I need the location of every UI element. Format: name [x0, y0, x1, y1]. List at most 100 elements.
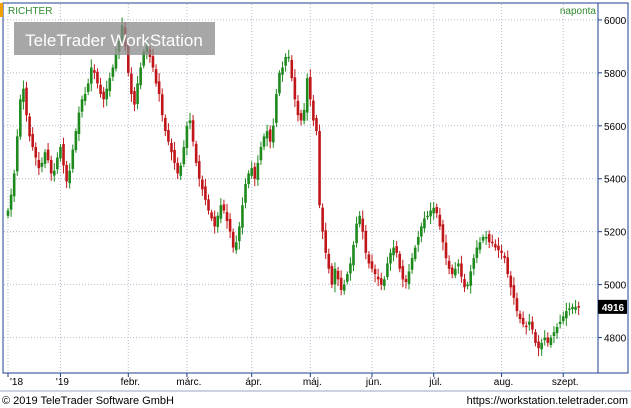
footer-copyright: © 2019 TeleTrader Software GmbH	[2, 395, 174, 407]
candle-body	[83, 94, 87, 101]
candle-body	[370, 261, 374, 269]
candle-body	[524, 325, 528, 328]
candle-body	[561, 316, 565, 322]
candle-body	[355, 223, 358, 244]
grid-lines	[4, 4, 597, 372]
candle-body	[484, 236, 488, 239]
candle-body	[478, 242, 482, 250]
candle-body	[416, 236, 420, 245]
candle-body	[130, 73, 133, 95]
candle-body	[114, 54, 118, 69]
x-tick-label: márc.	[176, 377, 201, 388]
candle-body	[373, 269, 377, 275]
y-tick-label: 5200	[604, 228, 627, 239]
candle-body	[398, 253, 402, 269]
candle-body	[170, 142, 173, 153]
candle-body	[429, 210, 432, 217]
candle-body	[426, 215, 429, 218]
candle-body	[278, 72, 281, 94]
candle-body	[46, 149, 50, 161]
candle-body	[238, 226, 241, 242]
candle-body	[127, 44, 130, 73]
candle-body	[265, 131, 269, 139]
candle-body	[136, 83, 139, 105]
candle-body	[574, 306, 577, 310]
candle-body	[102, 91, 105, 100]
x-tick-label: febr.	[121, 377, 140, 388]
candle-body	[201, 179, 204, 190]
candle-body	[275, 94, 278, 123]
candle-body	[12, 173, 16, 197]
candle-body	[207, 199, 210, 211]
candle-body	[96, 71, 99, 84]
current-price-badge: 4916	[598, 299, 627, 314]
candle-body	[531, 321, 534, 330]
y-axis: 4800 5000 5200 5400 5600 5800 6000	[598, 16, 627, 345]
candle-body	[552, 332, 556, 336]
candle-body	[167, 130, 170, 142]
candle-body	[182, 146, 186, 165]
frame-accent	[0, 3, 3, 17]
candle-body	[333, 268, 337, 285]
candle-body	[475, 247, 479, 258]
candle-body	[410, 258, 414, 270]
candle-body	[86, 83, 90, 92]
candle-body	[549, 337, 553, 345]
footer-url[interactable]: https://workstation.teletrader.com	[467, 395, 628, 407]
candle-body	[318, 131, 321, 206]
candle-body	[194, 143, 198, 163]
candle-body	[534, 332, 537, 343]
candle-body	[302, 109, 306, 121]
candle-body	[364, 230, 368, 253]
candle-body	[358, 215, 361, 225]
candle-body	[565, 311, 568, 319]
candle-body	[19, 99, 22, 137]
candle-body	[518, 313, 522, 320]
period-label[interactable]: naponta	[560, 6, 597, 17]
candle-body	[52, 170, 56, 176]
candle-body	[490, 241, 494, 244]
candle-body	[521, 317, 525, 325]
x-tick-label: aug.	[494, 377, 513, 388]
candle-body	[37, 159, 41, 169]
candle-body	[68, 170, 71, 184]
candle-body	[379, 278, 383, 285]
candle-body	[515, 298, 519, 312]
candle-body	[367, 254, 371, 264]
candle-body	[407, 271, 411, 285]
candle-body	[305, 78, 309, 113]
watermark-box	[14, 22, 215, 55]
x-axis: '18 '19 febr. márc. ápr. máj. jún. júl. aug. szep…	[7, 373, 579, 388]
candle-body	[185, 125, 189, 149]
candles	[6, 17, 580, 357]
candle-body	[284, 56, 287, 66]
candle-body	[349, 263, 352, 274]
candle-body	[342, 284, 346, 291]
candle-body	[188, 120, 192, 124]
candle-body	[558, 321, 562, 325]
candle-body	[56, 157, 59, 170]
candle-body	[151, 56, 155, 68]
candle-body	[413, 247, 417, 259]
candle-body	[346, 274, 349, 282]
candle-body	[404, 279, 408, 282]
candle-body	[494, 244, 497, 248]
candle-body	[537, 341, 540, 349]
candle-body	[546, 337, 550, 343]
x-tick-label: szept.	[552, 377, 579, 388]
candle-body	[216, 215, 220, 227]
candle-body	[577, 306, 580, 308]
candle-body	[463, 279, 466, 288]
candle-body	[296, 100, 300, 116]
y-tick-label: 6000	[604, 16, 627, 27]
candle-body	[28, 116, 31, 137]
candle-body	[259, 146, 263, 161]
candle-body	[105, 88, 109, 100]
candle-body	[80, 99, 84, 112]
candle-body	[31, 133, 34, 147]
candle-body	[383, 279, 386, 286]
candle-body	[481, 236, 485, 241]
candle-body	[540, 342, 543, 350]
candle-body	[250, 168, 253, 176]
